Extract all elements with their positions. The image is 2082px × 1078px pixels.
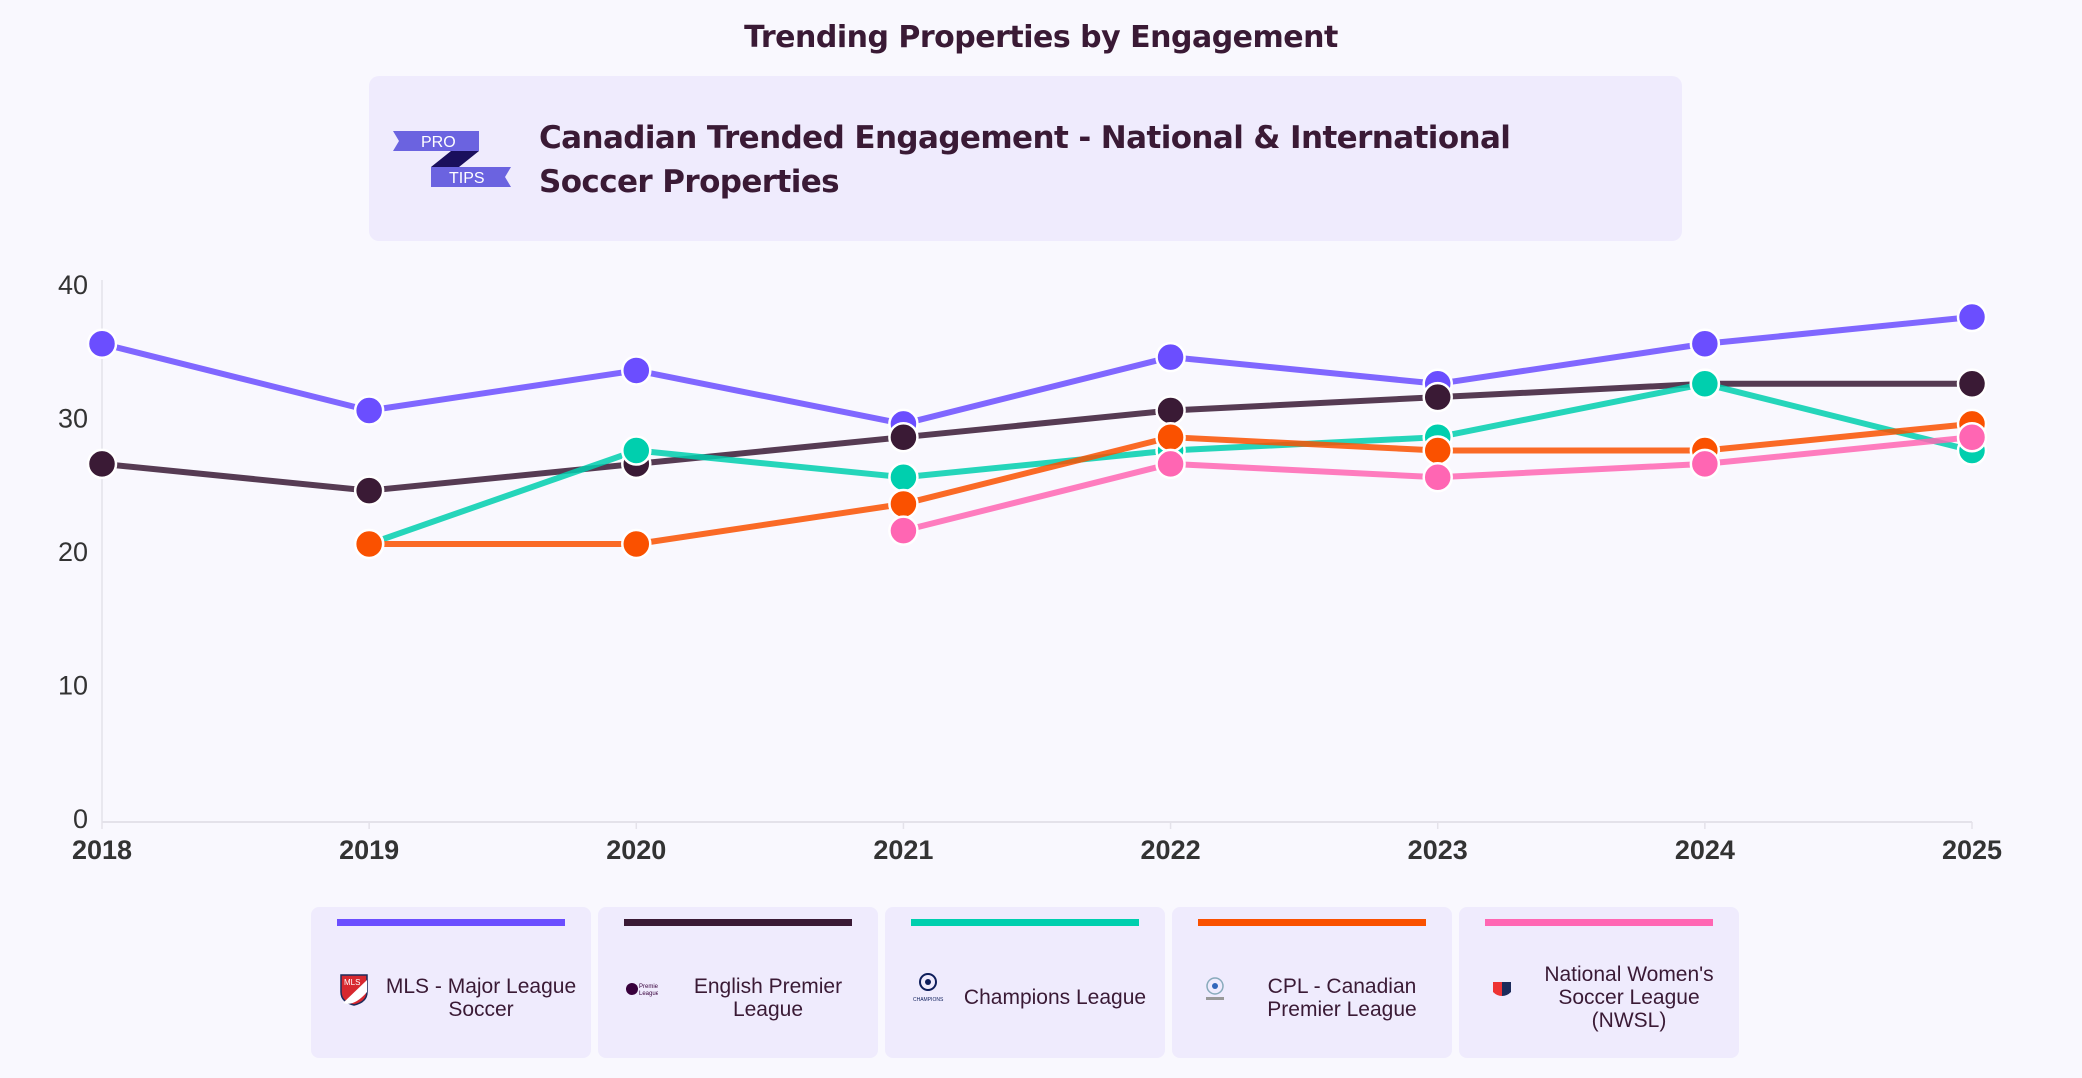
- data-point: [1956, 421, 1988, 453]
- y-tick-label: 30: [58, 404, 88, 434]
- legend-label: English Premier League: [693, 974, 843, 1021]
- data-point: [1155, 341, 1186, 373]
- line-chart: 0 10 20 30 40 2018 2019 2020 2021 2022 2023 2024 202…: [58, 270, 2002, 865]
- y-tick-label: 20: [58, 537, 88, 567]
- x-tick-label: 2023: [1408, 835, 1468, 865]
- data-point: [1422, 435, 1453, 466]
- legend-item[interactable]: CPL - Canadian Premier League: [1172, 907, 1452, 1058]
- pro-tips-banner: PRO TIPS Canadian Trended Engagement - N…: [369, 76, 1682, 241]
- y-tick-label: 0: [73, 804, 88, 834]
- x-tick-label: 2024: [1675, 835, 1735, 865]
- data-point: [1422, 381, 1453, 413]
- data-point: [86, 448, 118, 480]
- svg-text:Premier: Premier: [639, 984, 658, 990]
- data-point: [888, 515, 919, 546]
- legend-color-swatch: [1198, 919, 1426, 926]
- cpl-logo-icon: [1198, 972, 1232, 1006]
- pro-tips-badge-icon: PRO TIPS: [393, 131, 511, 187]
- data-point: [353, 395, 385, 426]
- series-line-0: [101, 314, 1973, 427]
- legend-color-swatch: [911, 919, 1139, 926]
- nwsl-logo-icon: [1485, 972, 1519, 1006]
- data-point: [888, 461, 919, 493]
- x-tick-label: 2019: [339, 835, 399, 865]
- legend-item[interactable]: CHAMPIONS Champions League: [885, 907, 1165, 1058]
- x-tick-label: 2025: [1942, 835, 2002, 865]
- data-point: [1689, 448, 1721, 480]
- data-point: [621, 528, 652, 560]
- chart-title: Trending Properties by Engagement: [744, 20, 1338, 55]
- mls-logo-icon: MLS: [337, 972, 371, 1006]
- legend-label: CPL - Canadian Premier League: [1267, 974, 1417, 1021]
- legend-label: National Women's Soccer League (NWSL): [1544, 963, 1714, 1032]
- pro-tips-text: Canadian Trended Engagement - National &…: [539, 120, 1511, 200]
- x-tick-label: 2018: [72, 835, 132, 865]
- legend-label: MLS - Major League Soccer: [385, 974, 577, 1021]
- data-point: [1956, 301, 1988, 333]
- y-tick-label: 10: [58, 671, 88, 701]
- champions-league-logo-icon: CHAMPIONS: [911, 972, 945, 1006]
- data-point: [1155, 395, 1186, 426]
- x-tick-label: 2021: [873, 835, 933, 865]
- legend-color-swatch: [1485, 919, 1713, 926]
- svg-text:League: League: [639, 991, 658, 997]
- legend-color-swatch: [624, 919, 852, 926]
- data-point: [621, 355, 652, 386]
- y-tick-label: 40: [58, 270, 88, 300]
- x-tick-label: 2022: [1141, 835, 1201, 865]
- svg-text:MLS: MLS: [344, 978, 360, 987]
- data-point: [353, 475, 385, 506]
- data-point: [353, 528, 385, 560]
- data-point: [1956, 368, 1988, 400]
- data-point: [1422, 461, 1453, 493]
- legend-item[interactable]: National Women's Soccer League (NWSL): [1459, 907, 1739, 1058]
- tips-badge-text: TIPS: [449, 170, 485, 187]
- data-point: [1155, 421, 1186, 453]
- data-point: [1689, 368, 1721, 400]
- pro-badge-text: PRO: [421, 134, 456, 151]
- data-point: [621, 435, 652, 466]
- data-point: [1155, 448, 1186, 480]
- data-point: [86, 328, 118, 359]
- data-point: [1689, 328, 1721, 359]
- legend-label: Champions League: [963, 986, 1147, 1009]
- legend-color-swatch: [337, 919, 565, 926]
- svg-text:CHAMPIONS: CHAMPIONS: [913, 997, 944, 1003]
- legend-item[interactable]: MLS MLS - Major League Soccer: [311, 907, 591, 1058]
- data-point: [888, 421, 919, 453]
- data-point: [888, 488, 919, 520]
- legend: MLS MLS - Major League Soccer Premier Leagu…: [311, 907, 1739, 1058]
- x-tick-label: 2020: [606, 835, 666, 865]
- legend-item[interactable]: Premier League English Premier League: [598, 907, 878, 1058]
- series-line-1: [101, 380, 1972, 494]
- premier-league-logo-icon: Premier League: [624, 972, 660, 1006]
